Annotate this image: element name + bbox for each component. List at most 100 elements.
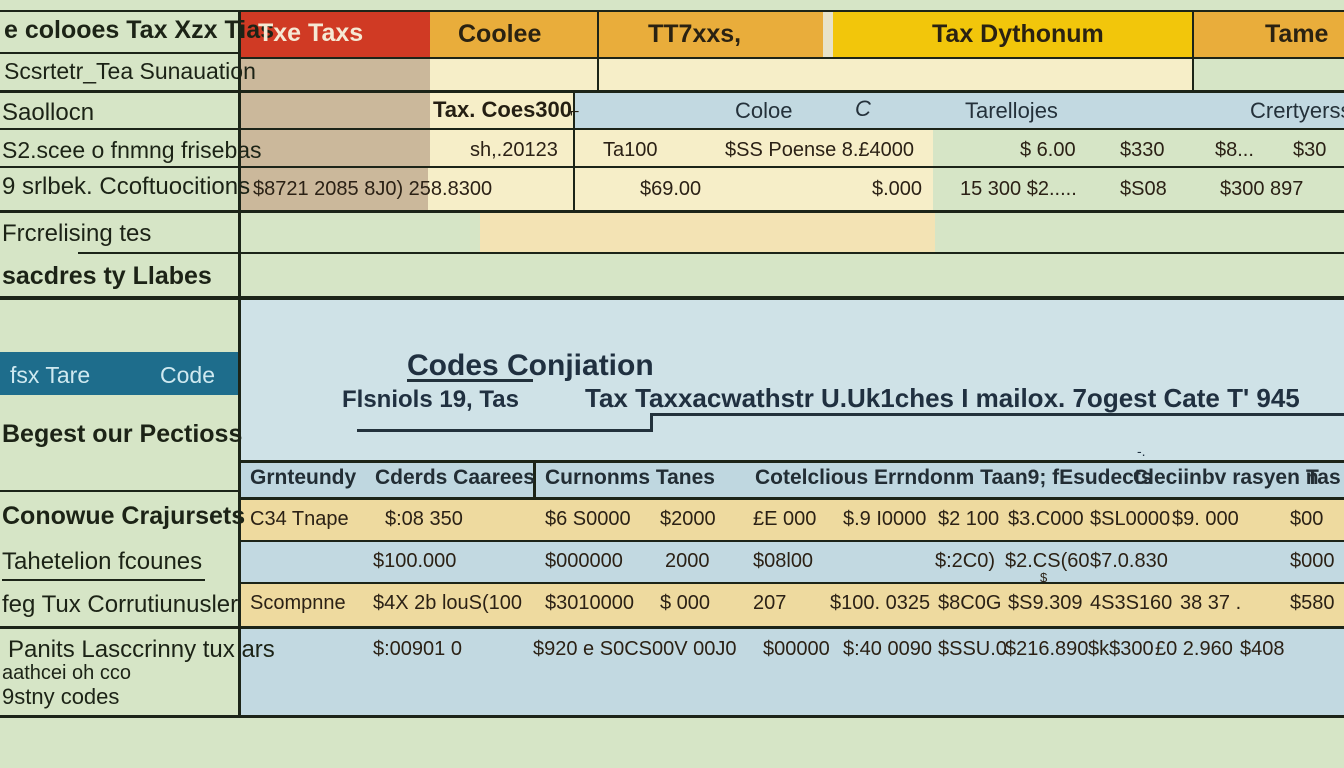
subrow3-cell[interactable]: Scompnne bbox=[250, 592, 346, 614]
leftcol-row1[interactable]: e colooes Tax Xzx Tias bbox=[4, 16, 275, 44]
panel-tick-mark: -. bbox=[1137, 443, 1146, 459]
subrow2-cell[interactable]: $08l00 bbox=[753, 550, 814, 572]
subtable-row2-bg bbox=[238, 540, 1344, 582]
header-cell-red-bg bbox=[240, 12, 430, 57]
subrow4-cell[interactable]: $:40 0090 bbox=[843, 638, 932, 660]
border-y90 bbox=[0, 90, 1344, 93]
subrow3-cell[interactable]: $100. 0325 bbox=[830, 592, 931, 614]
subrow4-cell[interactable]: $SSU.0 bbox=[938, 638, 1007, 660]
cell-r4c3[interactable]: $SS Poense 8.£4000 bbox=[725, 139, 915, 161]
row4-tan-bg bbox=[240, 128, 430, 166]
subrow1-cell[interactable]: $.9 I0000 bbox=[843, 508, 927, 530]
leftcol-row12-line2[interactable]: aathcei oh cco bbox=[2, 662, 131, 684]
subrow3-cell[interactable]: $3010000 bbox=[545, 592, 634, 614]
subrow1-cell[interactable]: $SL0000 bbox=[1090, 508, 1171, 530]
leftcol-row5[interactable]: 9 srlbek. Ccoftuocitions bbox=[2, 173, 251, 200]
cell-tarellojes[interactable]: Tarellojes bbox=[965, 98, 1058, 123]
header-cell-tame[interactable]: Tame bbox=[1265, 20, 1329, 48]
subrow2-cell[interactable]: $2.CS(60 bbox=[1005, 550, 1090, 572]
subrow1-cell[interactable]: $00 bbox=[1290, 508, 1324, 530]
divider-x1192 bbox=[1192, 12, 1194, 90]
cell-r4c5[interactable]: $330 bbox=[1120, 139, 1165, 161]
subrow1-cell[interactable]: C34 Tnape bbox=[250, 508, 349, 530]
leftcol-row9[interactable]: Conowue Crajursets bbox=[2, 502, 246, 530]
subrow2-cell[interactable]: 2000 bbox=[665, 550, 710, 572]
subrow1-cell[interactable]: £E 000 bbox=[753, 508, 817, 530]
cell-r4c7[interactable]: $30 bbox=[1293, 139, 1327, 161]
cell-tax-coes[interactable]: Tax. Coes300 bbox=[433, 97, 573, 122]
teal-bar-label-left[interactable]: fsx Tare bbox=[10, 362, 91, 388]
row2-tan-bg bbox=[240, 57, 430, 90]
subtable-header-1[interactable]: Grnteundy bbox=[250, 466, 357, 489]
header-cell-orange3-bg bbox=[1192, 12, 1344, 57]
subrow1-cell[interactable]: $2000 bbox=[660, 508, 716, 530]
leftcol-row12-line3[interactable]: 9stny codes bbox=[2, 684, 120, 709]
row5-tan-bg bbox=[240, 166, 428, 210]
subrow3-cell[interactable]: $580 bbox=[1290, 592, 1335, 614]
cell-r4c6[interactable]: $8... bbox=[1215, 139, 1254, 161]
subrow4-cell[interactable]: $216.890 bbox=[1005, 638, 1089, 660]
cell-r5c5[interactable]: $S08 bbox=[1120, 178, 1167, 200]
border-y210 bbox=[0, 210, 1344, 213]
subrow3-cell[interactable]: $S9.309 bbox=[1008, 592, 1083, 614]
leftcol-row2[interactable]: Scsrtetr_Tea Sunauation bbox=[4, 58, 256, 84]
subrow1-cell[interactable]: $9. 000 bbox=[1172, 508, 1239, 530]
cell-r4c2[interactable]: Ta100 bbox=[603, 139, 658, 161]
subrow4-cell[interactable]: $920 e S0CS00V 00J0 bbox=[533, 638, 737, 660]
cell-r5c4[interactable]: 15 300 $2..... bbox=[960, 178, 1077, 200]
subrow2-cell[interactable]: $7.0.830 bbox=[1090, 550, 1168, 572]
row2-cream-bg bbox=[430, 57, 1192, 90]
cell-r5c6[interactable]: $300 897 bbox=[1220, 178, 1304, 200]
subtable-header-3[interactable]: Curnonms Tanes bbox=[545, 466, 715, 489]
cell-c[interactable]: C bbox=[855, 96, 871, 121]
subtable-header-5[interactable]: Cleciinbv rasyen n bbox=[1133, 466, 1319, 489]
subrow3-cell[interactable]: 207 bbox=[753, 592, 787, 614]
cell-r4c1[interactable]: sh,.20123 bbox=[470, 139, 558, 161]
row3-cream-bg bbox=[430, 90, 573, 128]
subrow4-cell[interactable]: $k$300 bbox=[1088, 638, 1154, 660]
subrow1-cell[interactable]: $6 S0000 bbox=[545, 508, 631, 530]
cell-r5c3[interactable]: $.000 bbox=[872, 178, 923, 200]
header-cell-taxs[interactable]: TT7xxs, bbox=[648, 20, 742, 48]
subrow1-cell[interactable]: $2 100 bbox=[938, 508, 1000, 530]
subrow4-cell[interactable]: $00000 bbox=[763, 638, 830, 660]
cell-coloe[interactable]: Coloe bbox=[735, 98, 793, 123]
row3-tan-bg bbox=[240, 90, 430, 128]
leftcol-row8[interactable]: Begest our Pectioss bbox=[2, 420, 243, 448]
leftcol-row12-line1[interactable]: Panits Lasccrinny tux ars bbox=[8, 636, 275, 663]
leftcol-row7[interactable]: sacdres ty Llabes bbox=[2, 262, 212, 290]
subrow3-cell[interactable]: $ 000 bbox=[660, 592, 711, 614]
subrow4-cell[interactable]: £0 2.960 bbox=[1155, 638, 1233, 660]
cell-crertyerss[interactable]: Crertyerss bbox=[1250, 98, 1344, 123]
subrow2-cell[interactable]: $:2C0) bbox=[935, 550, 996, 572]
leftcol-row4[interactable]: S2.scee o fnmng frisebas bbox=[2, 137, 262, 163]
border-header-bottom bbox=[240, 57, 1344, 59]
subrow3-cell[interactable]: $8C0G bbox=[938, 592, 1002, 614]
header-cell-red[interactable]: Txe Taxs bbox=[258, 19, 364, 47]
cell-r4c4[interactable]: $ 6.00 bbox=[1020, 139, 1076, 161]
cell-r5c1[interactable]: $8721 2085 8J0) 258.8300 bbox=[253, 178, 493, 200]
header-cell-coolee[interactable]: Coolee bbox=[458, 20, 542, 48]
subrow2-cell[interactable]: $000 bbox=[1290, 550, 1335, 572]
cell-r5c2[interactable]: $69.00 bbox=[640, 178, 702, 200]
subrow2-cell[interactable]: $100.000 bbox=[373, 550, 457, 572]
corner-glyph-icon: ⌐ bbox=[570, 104, 580, 121]
subrow3-cell[interactable]: 38 37 . bbox=[1180, 592, 1242, 614]
subrow4-cell[interactable]: $:00901 0 bbox=[373, 638, 462, 660]
subrow1-cell[interactable]: $3.C000 bbox=[1008, 508, 1084, 530]
header-cell-dythonum[interactable]: Tax Dythonum bbox=[932, 20, 1104, 48]
leftcol-row10[interactable]: Tahetelion fcounes bbox=[2, 548, 203, 575]
subrow1-cell[interactable]: $:08 350 bbox=[385, 508, 463, 530]
subrow4-cell[interactable]: $408 bbox=[1240, 638, 1285, 660]
leftcol-row3[interactable]: Saollocn bbox=[2, 99, 95, 126]
teal-bar-label-right[interactable]: Code bbox=[160, 362, 215, 388]
subrow2-cell[interactable]: $000000 bbox=[545, 550, 623, 572]
divider-subtable-x533 bbox=[533, 460, 536, 500]
subtable-header-2[interactable]: Cderds Caarees bbox=[375, 466, 535, 489]
subtable-header-4[interactable]: Cotelclious Errndonm Taan9; fEsudects bbox=[755, 466, 1153, 489]
leftcol-row11[interactable]: feg Tux Corrutiunusler bbox=[2, 591, 239, 618]
leftcol-row6[interactable]: Frcrelising tes bbox=[2, 220, 152, 247]
subrow3-cell[interactable]: $4X 2b louS(100 bbox=[373, 592, 523, 614]
subrow3-cell[interactable]: 4S3S160 bbox=[1090, 592, 1173, 614]
subtable-header-6[interactable]: Tas bbox=[1306, 466, 1341, 489]
